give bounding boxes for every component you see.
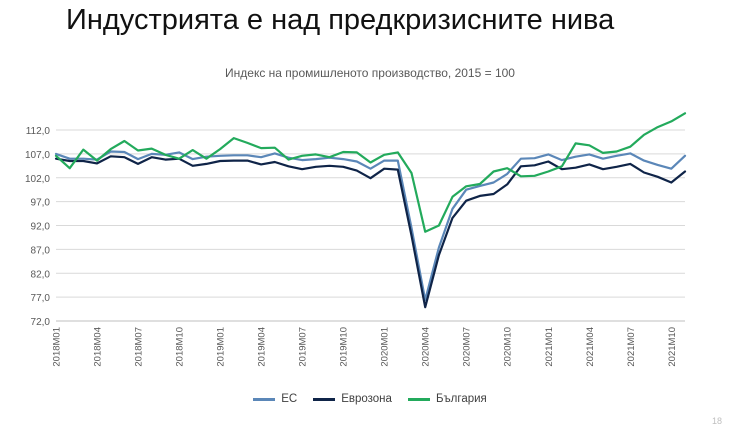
series-line-bulgaria [54, 112, 687, 233]
x-tick-label: 2020M07 [462, 327, 473, 367]
x-tick-label: 2019M10 [339, 327, 350, 367]
legend-swatch-eurozone [313, 397, 336, 401]
y-tick-label: 82,0 [31, 269, 51, 280]
y-tick-label: 102,0 [25, 174, 50, 185]
legend-swatch-bulgaria [407, 397, 430, 401]
x-tick-label: 2020M01 [380, 327, 391, 367]
series-line-eurozone [54, 155, 687, 309]
x-tick-label: 2018M10 [175, 327, 186, 367]
x-tick-label: 2019M07 [298, 327, 309, 367]
legend-label-eu: ЕС [281, 393, 298, 405]
legend-label-bulgaria: България [435, 393, 487, 405]
page-number: 18 [711, 416, 722, 426]
y-tick-label: 97,0 [31, 198, 51, 209]
x-tick-label: 2019M01 [216, 327, 227, 367]
y-tick-label: 107,0 [25, 150, 50, 161]
series-lines [54, 112, 687, 309]
x-tick-label: 2021M07 [626, 327, 637, 367]
legend-swatch-eu [253, 397, 276, 401]
legend-item-eurozone[interactable]: Еврозона [313, 393, 392, 405]
x-tick-label: 2021M01 [544, 327, 555, 367]
x-axis-ticks: 2018M01 2018M04 2018M07 2018M10 2019M01 2019M… [52, 327, 678, 367]
x-tick-label: 2021M04 [585, 327, 596, 367]
series-line-eu [54, 150, 687, 302]
x-tick-label: 2021M10 [667, 327, 678, 367]
y-tick-label: 112,0 [26, 126, 51, 137]
chart-legend: ЕС Еврозона България [0, 393, 740, 405]
legend-item-eu[interactable]: ЕС [253, 393, 297, 405]
y-axis-ticks: 72,0 77,0 82,0 87,0 92,0 97,0 102,0 107,0 112,0 [25, 126, 50, 328]
y-tick-label: 72,0 [31, 317, 51, 328]
x-tick-label: 2018M07 [134, 327, 145, 367]
x-tick-label: 2018M04 [93, 327, 104, 367]
legend-item-bulgaria[interactable]: България [407, 393, 487, 405]
y-tick-label: 87,0 [31, 245, 51, 256]
x-tick-label: 2020M04 [421, 327, 432, 367]
x-tick-label: 2019M04 [257, 327, 268, 367]
legend-label-eurozone: Еврозона [341, 393, 392, 405]
y-tick-label: 92,0 [31, 222, 51, 233]
x-tick-label: 2018M01 [52, 327, 63, 367]
slide-title: Индустрията е над предкризисните нива [66, 4, 615, 36]
chart-title: Индекс на промишленото производство, 201… [225, 66, 515, 80]
x-tick-label: 2020M10 [503, 327, 514, 367]
y-tick-label: 77,0 [31, 293, 51, 304]
